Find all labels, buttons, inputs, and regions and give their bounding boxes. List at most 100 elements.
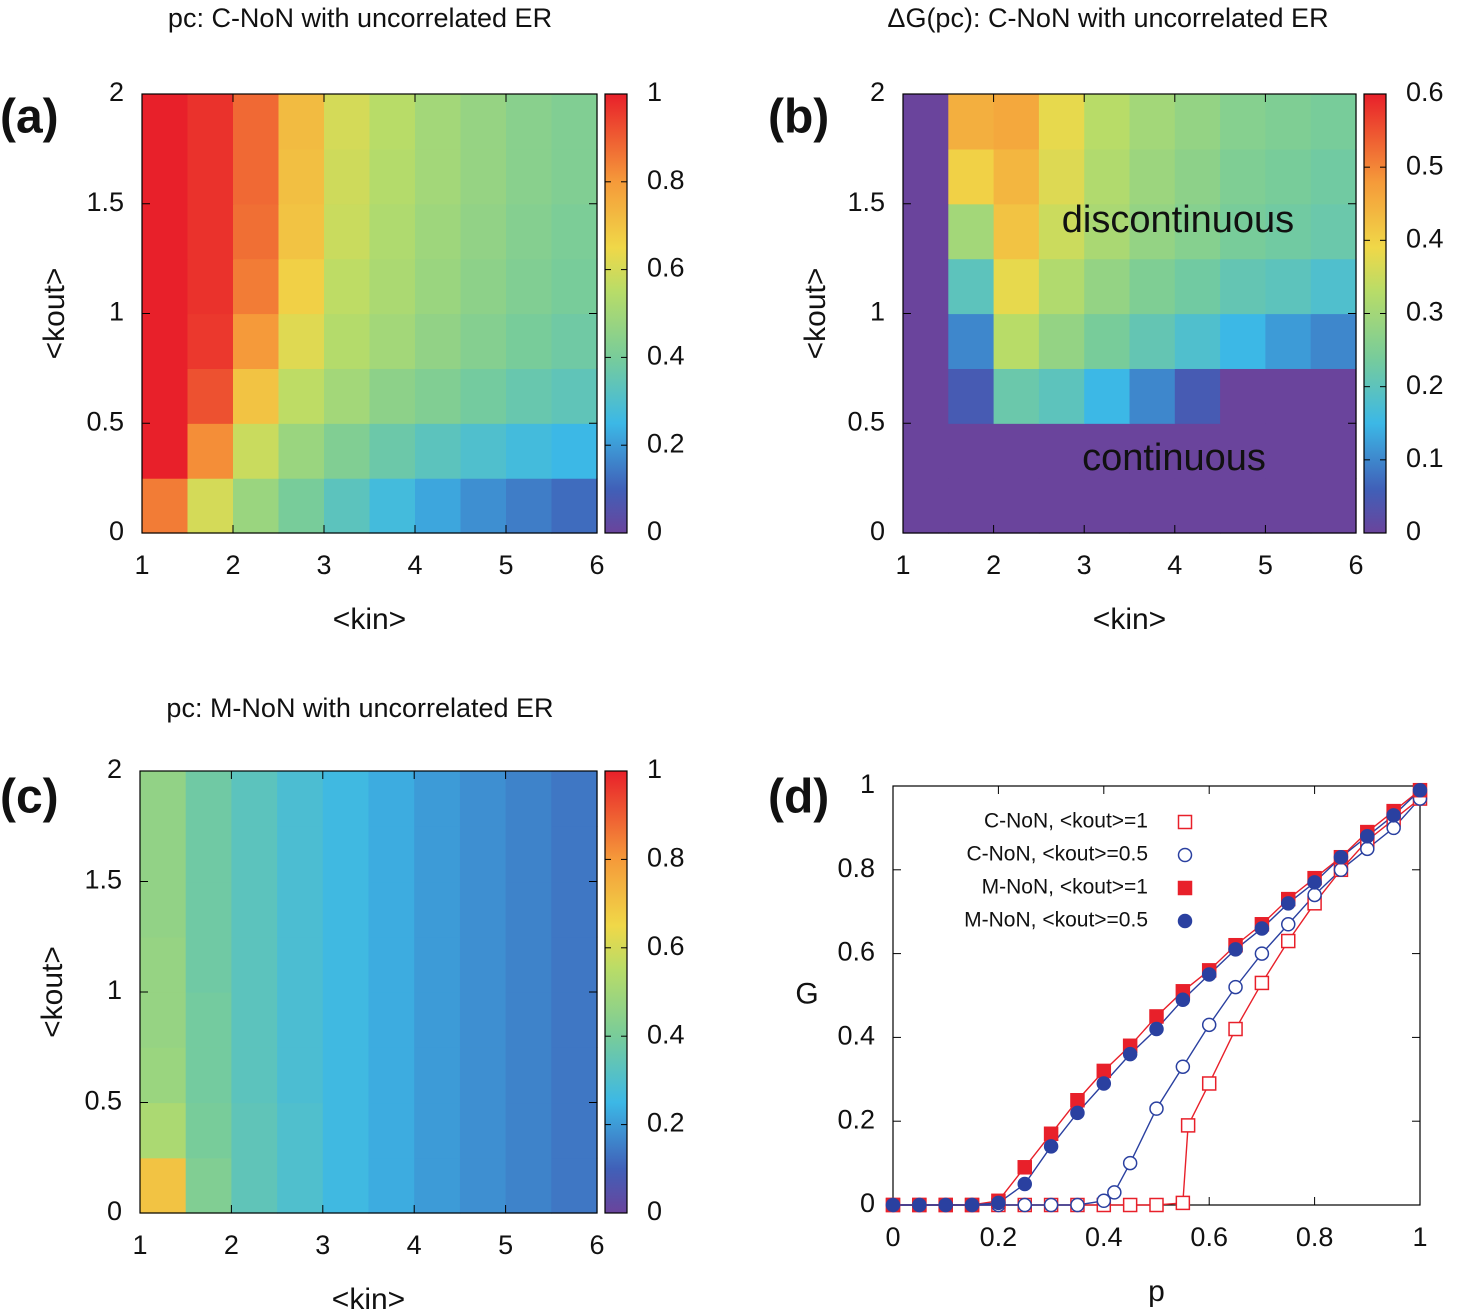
- heatmap-cell: [1220, 148, 1266, 205]
- heatmap-cell: [459, 1157, 507, 1214]
- legend-label: M-NoN, <kout>=1: [982, 876, 1148, 899]
- heatmap-cell: [368, 992, 415, 1048]
- heatmap-cell: [1174, 94, 1221, 150]
- heatmap-cell: [1265, 478, 1312, 534]
- heatmap-cell: [322, 1157, 370, 1214]
- heatmap-cell: [1220, 203, 1266, 260]
- marker: [1254, 975, 1270, 991]
- colorbar-tick-label: 1: [647, 77, 662, 107]
- heatmap-cell: [231, 992, 278, 1048]
- heatmap-cell: [322, 771, 370, 827]
- heatmap-cell: [505, 1157, 552, 1214]
- heatmap-cell: [460, 478, 507, 534]
- heatmap-cell: [505, 771, 552, 827]
- heatmap-cell: [142, 94, 189, 150]
- heatmap-cell: [1310, 94, 1357, 150]
- heatmap-cell: [140, 936, 187, 993]
- colorbar-tick-label: 0.6: [1406, 77, 1444, 107]
- heatmap-cell: [993, 423, 1040, 479]
- heatmap-cell: [277, 881, 324, 938]
- heatmap-cell: [187, 203, 234, 260]
- heatmap-cell: [415, 368, 462, 424]
- heatmap-cell: [231, 881, 278, 938]
- heatmap-cell: [324, 368, 371, 424]
- heatmap-cell: [277, 936, 324, 993]
- heatmap-cell: [460, 313, 507, 369]
- y-tick-label: 1.5: [84, 865, 122, 895]
- heatmap-cell: [903, 94, 949, 150]
- heatmap-cell: [140, 992, 187, 1048]
- colorbar-tick-label: 0: [647, 1196, 662, 1226]
- heatmap-cell: [414, 826, 461, 883]
- heatmap-cell: [233, 368, 280, 424]
- legend-marker: [1177, 847, 1193, 863]
- heatmap-cell: [369, 258, 416, 315]
- panel-label: (a): [0, 91, 59, 144]
- heatmap-cell: [1084, 423, 1131, 479]
- heatmap-cell: [460, 94, 507, 150]
- heatmap-cell: [506, 258, 553, 315]
- colorbar-tick-label: 0.4: [647, 1019, 685, 1049]
- heatmap-cell: [459, 1047, 507, 1104]
- heatmap-cell: [551, 992, 598, 1048]
- marker: [991, 1195, 1006, 1211]
- heatmap-cell: [277, 992, 324, 1048]
- annotation: discontinuous: [1062, 199, 1294, 241]
- heatmap-cell: [551, 1157, 598, 1214]
- heatmap-cell: [993, 368, 1040, 424]
- heatmap-cell: [505, 826, 552, 883]
- heatmap-cell: [187, 478, 234, 534]
- heatmap-cell: [459, 936, 507, 993]
- x-tick-label: 3: [1077, 550, 1092, 580]
- heatmap-cell: [1310, 368, 1357, 424]
- heatmap-cell: [185, 771, 232, 827]
- marker: [1281, 896, 1296, 911]
- y-tick-label: 0.5: [847, 406, 885, 436]
- heatmap-cell: [551, 423, 598, 479]
- heatmap-cell: [140, 1047, 187, 1104]
- marker: [1070, 1093, 1085, 1108]
- heatmap-cell: [187, 148, 234, 205]
- heatmap-cell: [187, 258, 234, 315]
- heatmap-cell: [1265, 368, 1312, 424]
- heatmap-cell: [1265, 148, 1312, 205]
- heatmap-cell: [903, 203, 949, 260]
- x-tick-label: 2: [224, 1230, 239, 1260]
- colorbar-tick-label: 0.6: [647, 253, 685, 283]
- colorbar-tick-label: 0.2: [647, 1108, 685, 1138]
- heatmap-cell: [278, 203, 325, 260]
- heatmap-cell: [505, 1102, 552, 1159]
- x-tick-label: 5: [498, 550, 513, 580]
- heatmap-cell: [278, 258, 325, 315]
- x-tick-label: 0.2: [980, 1222, 1018, 1252]
- heatmap-cell: [185, 936, 232, 993]
- heatmap-cell: [993, 313, 1040, 369]
- heatmap-cell: [140, 881, 187, 938]
- marker: [1122, 1197, 1138, 1213]
- heatmap-cell: [324, 478, 371, 534]
- heatmap-cell: [1220, 368, 1266, 424]
- heatmap-cell: [233, 258, 280, 315]
- marker: [938, 1197, 953, 1213]
- heatmap-cell: [505, 992, 552, 1048]
- colorbar-tick-label: 0.4: [647, 341, 685, 371]
- marker: [1412, 782, 1428, 798]
- heatmap-cell: [903, 258, 949, 315]
- heatmap-cell: [1129, 478, 1176, 534]
- heatmap-cell: [322, 992, 370, 1048]
- marker: [964, 1197, 980, 1213]
- heatmap-cell: [185, 1157, 232, 1214]
- heatmap-cell: [414, 992, 461, 1048]
- marker: [1360, 829, 1375, 844]
- heatmap-cell: [324, 423, 371, 479]
- heatmap-cell: [993, 148, 1040, 205]
- y-tick-label: 2: [870, 77, 885, 107]
- heatmap-cell: [551, 1102, 598, 1159]
- heatmap-cell: [368, 881, 415, 938]
- heatmap-cell: [506, 313, 553, 369]
- marker: [1254, 921, 1270, 936]
- heatmap-cell: [185, 1047, 232, 1104]
- x-tick-label: 0.6: [1190, 1222, 1228, 1252]
- heatmap-cell: [1174, 148, 1221, 205]
